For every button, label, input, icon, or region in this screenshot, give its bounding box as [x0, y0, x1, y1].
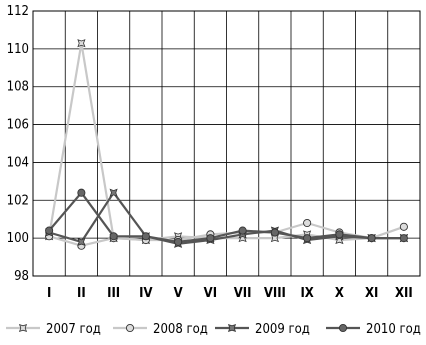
data-point: [303, 218, 312, 228]
x-tick-label: VII: [234, 286, 252, 301]
series-line: [48, 191, 404, 243]
legend-label: 2007 год: [46, 322, 101, 337]
y-tick-label: 108: [7, 80, 29, 95]
chart-legend: 2007 год 2008 год 2009 год 2010 год: [6, 322, 421, 337]
chart-series: [45, 39, 408, 250]
x-tick-label: II: [77, 286, 86, 301]
legend-item: 2010 год: [326, 322, 421, 337]
legend-label: 2009 год: [255, 322, 310, 337]
series-2010-год: [45, 188, 408, 246]
data-point: [335, 230, 344, 239]
legend-swatch-marker: [227, 323, 237, 333]
legend-swatch-marker: [338, 323, 348, 333]
legend-swatch-marker: [125, 323, 135, 333]
data-point: [174, 237, 183, 246]
x-tick-label: XII: [395, 286, 413, 301]
data-point: [77, 237, 86, 246]
legend-swatch-marker: [18, 323, 28, 333]
plot-frame: [32, 10, 421, 277]
x-tick-label: VIII: [264, 286, 286, 301]
series-line: [48, 191, 404, 245]
data-point: [109, 188, 118, 197]
y-tick-label: 112: [7, 4, 29, 19]
x-axis-ticks: I II III IV V VI VII VIII IX X XI XII: [47, 286, 413, 301]
chart-grid: [33, 10, 420, 277]
data-point: [303, 234, 312, 243]
data-point: [77, 188, 86, 197]
data-point: [399, 234, 408, 243]
y-tick-label: 98: [14, 269, 29, 284]
data-point: [399, 222, 408, 231]
x-tick-label: V: [174, 286, 183, 301]
legend-item: 2008 год: [113, 322, 208, 337]
x-tick-label: III: [107, 286, 120, 301]
data-point: [109, 232, 118, 241]
legend-item: 2009 год: [215, 322, 310, 337]
x-tick-label: VI: [204, 286, 217, 301]
data-point: [45, 226, 54, 235]
data-point: [206, 234, 215, 243]
x-tick-label: I: [47, 286, 51, 301]
data-point: [270, 228, 279, 237]
y-tick-label: 110: [7, 42, 29, 57]
legend-label: 2008 год: [153, 322, 208, 337]
y-tick-label: 102: [7, 193, 29, 208]
y-tick-label: 104: [7, 155, 29, 170]
x-tick-label: X: [335, 286, 344, 301]
x-tick-label: IX: [300, 286, 313, 301]
x-tick-label: XI: [365, 286, 378, 301]
x-tick-label: IV: [139, 286, 152, 301]
y-tick-label: 100: [7, 231, 29, 246]
legend-label: 2010 год: [366, 322, 421, 337]
data-point: [77, 39, 86, 48]
data-point: [367, 234, 376, 243]
y-axis-ticks: 98 100 102 104 106 108 110 112: [7, 4, 29, 284]
data-point: [238, 226, 247, 235]
legend-item: 2007 год: [6, 322, 101, 337]
y-tick-label: 106: [7, 118, 29, 133]
data-point: [141, 232, 150, 241]
